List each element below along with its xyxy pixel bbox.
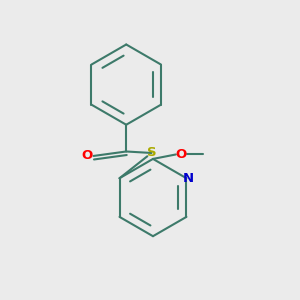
- Text: O: O: [81, 149, 93, 162]
- Text: S: S: [147, 146, 156, 160]
- Text: O: O: [176, 148, 187, 161]
- Text: N: N: [182, 172, 194, 185]
